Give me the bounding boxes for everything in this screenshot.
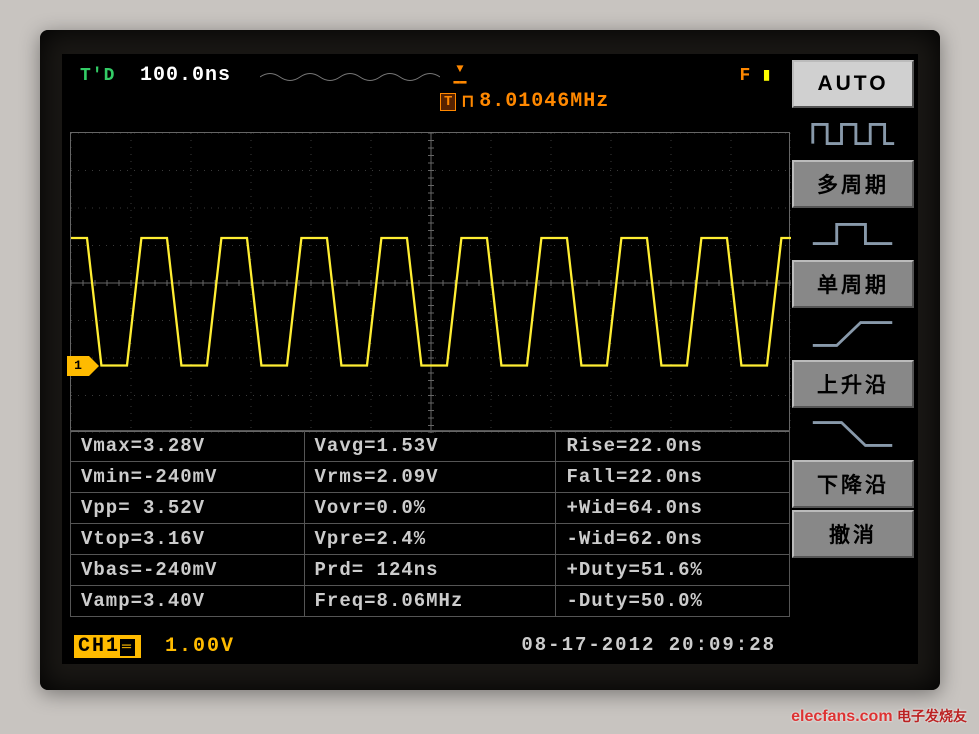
measurement-cell: Vmax=3.28V	[71, 431, 305, 462]
softkey-icon-fall-edge	[792, 410, 914, 458]
measurement-cell: Vtop=3.16V	[71, 524, 305, 555]
softkey-icon-multi-pulse	[792, 110, 914, 158]
measurement-cell: Freq=8.06MHz	[304, 586, 556, 617]
measurement-cell: Vpre=2.4%	[304, 524, 556, 555]
trigger-edge-indicator: F ▮	[740, 64, 772, 86]
measurement-cell: Vpp= 3.52V	[71, 493, 305, 524]
timebase-value: 100.0ns	[140, 64, 231, 87]
softkey-单周期[interactable]: 单周期	[792, 260, 914, 308]
measurement-cell: -Duty=50.0%	[556, 586, 790, 617]
ch1-badge[interactable]: CH1═	[74, 635, 141, 658]
softkey-menu: AUTO 多周期单周期上升沿下降沿撤消	[792, 60, 914, 558]
ch1-ground-marker[interactable]: 1	[67, 356, 89, 376]
measurement-cell: Vavg=1.53V	[304, 431, 556, 462]
measurement-cell: Fall=22.0ns	[556, 462, 790, 493]
measurement-cell: Vbas=-240mV	[71, 555, 305, 586]
ch1-volts-div: 1.00V	[165, 635, 235, 658]
freq-counter-icon: ⊓	[462, 91, 473, 113]
softkey-下降沿[interactable]: 下降沿	[792, 460, 914, 508]
waveform-svg	[71, 133, 791, 433]
measurement-cell: Vovr=0.0%	[304, 493, 556, 524]
measurement-cell: +Duty=51.6%	[556, 555, 790, 586]
softkey-撤消[interactable]: 撤消	[792, 510, 914, 558]
oscilloscope-screen: T'D 100.0ns ▼ ▬▬ T ⊓ 8.01046MHz F ▮ 1 Vm…	[62, 54, 918, 664]
trigger-level-icon: T	[440, 93, 456, 111]
timebase-preview-icon	[260, 70, 440, 84]
freq-counter: T ⊓ 8.01046MHz	[440, 90, 609, 113]
softkey-上升沿[interactable]: 上升沿	[792, 360, 914, 408]
softkey-AUTO[interactable]: AUTO	[792, 60, 914, 108]
softkey-多周期[interactable]: 多周期	[792, 160, 914, 208]
softkey-icon-rise-edge	[792, 310, 914, 358]
measurement-cell: Vrms=2.09V	[304, 462, 556, 493]
watermark: elecfans.com 电子发烧友	[791, 706, 967, 726]
measurement-cell: +Wid=64.0ns	[556, 493, 790, 524]
freq-counter-value: 8.01046MHz	[479, 90, 609, 113]
measurements-table: Vmax=3.28VVavg=1.53VRise=22.0ns Vmin=-240…	[70, 430, 790, 617]
channel-footer: CH1═ 1.00V	[74, 635, 235, 658]
measurement-cell: Prd= 124ns	[304, 555, 556, 586]
trigger-position-marker: ▼ ▬▬	[430, 62, 490, 88]
measurement-cell: Vmin=-240mV	[71, 462, 305, 493]
measurement-cell: Rise=22.0ns	[556, 431, 790, 462]
measurement-cell: Vamp=3.40V	[71, 586, 305, 617]
measurement-cell: -Wid=62.0ns	[556, 524, 790, 555]
trigger-mode-label: T'D	[80, 66, 115, 86]
waveform-plot[interactable]: 1	[70, 132, 790, 432]
softkey-icon-single-pulse	[792, 210, 914, 258]
top-status-bar: T'D 100.0ns ▼ ▬▬ T ⊓ 8.01046MHz F ▮	[70, 60, 792, 100]
